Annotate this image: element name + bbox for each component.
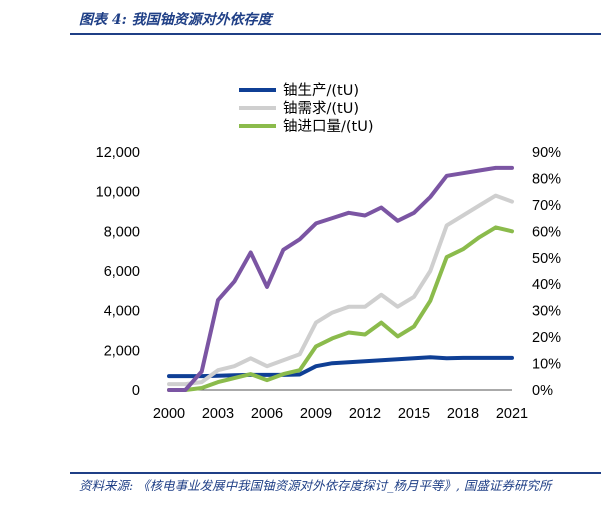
y-right-tick-label: 20% [532,330,561,346]
x-tick-label: 2012 [349,406,381,422]
y-left-tick-label: 0 [132,383,140,399]
legend-label-2: 铀进口量/(tU) [283,118,374,135]
y-right-tick-label: 50% [532,251,561,267]
y-right-tick-label: 60% [532,224,561,240]
y-right-tick-label: 70% [532,198,561,214]
title-rule [70,33,601,35]
dependency-line-chart: 0 2,000 4,000 6,000 8,000 10,000 12,000 0% 10% 20… [96,82,561,422]
series-line-3 [167,165,514,392]
y-left-tick-label: 10,000 [96,185,140,201]
source-note: 资料来源: 《核电事业发展中我国铀资源对外依存度探讨_杨月平等》, 国盛证券研究… [79,478,552,493]
y-right-tick-label: 90% [532,145,561,161]
y-left-tick-label: 8,000 [104,224,140,240]
chart-series [167,165,514,392]
figure-title: 图表 4: 我国铀资源对外依存度 [79,12,272,28]
y-left-tick-label: 2,000 [104,343,140,359]
series-line-0 [167,355,514,379]
x-tick-label: 2018 [447,406,479,422]
legend-label-0: 铀生产/(tU) [283,82,359,99]
x-tick-label: 2015 [398,406,430,422]
chart-axes: 0 2,000 4,000 6,000 8,000 10,000 12,000 0% 10% 20… [96,145,561,422]
chart-legend: 铀生产/(tU)铀需求/(tU)铀进口量/(tU) [239,82,374,135]
x-tick-label: 2000 [153,406,185,422]
y-right-tick-label: 30% [532,304,561,320]
source-rule [70,472,601,474]
series-line-1 [167,193,514,387]
y-right-tick-label: 0% [532,383,553,399]
x-tick-label: 2021 [496,406,528,422]
x-tick-label: 2003 [202,406,234,422]
x-tick-label: 2009 [300,406,332,422]
y-left-tick-label: 6,000 [104,264,140,280]
y-left-tick-label: 12,000 [96,145,140,161]
y-right-tick-label: 10% [532,357,561,373]
y-left-tick-label: 4,000 [104,304,140,320]
legend-label-1: 铀需求/(tU) [283,100,359,117]
y-right-tick-label: 80% [532,171,561,187]
y-right-tick-label: 40% [532,277,561,293]
series-line-2 [167,225,514,392]
x-tick-label: 2006 [251,406,283,422]
